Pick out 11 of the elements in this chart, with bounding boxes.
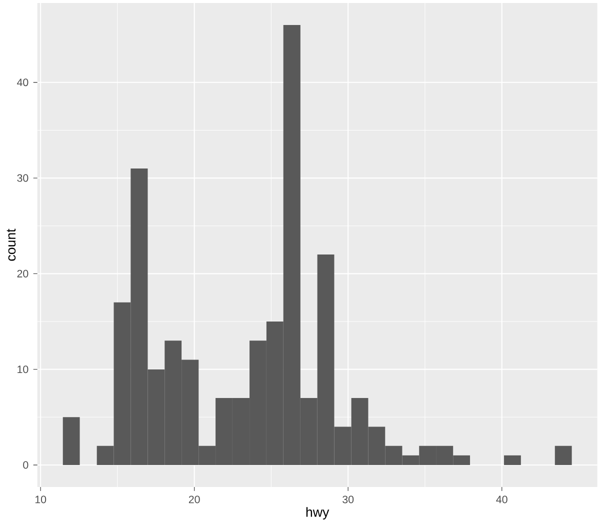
y-tick-label: 20 (17, 270, 28, 278)
y-tick-label: 0 (23, 461, 28, 469)
x-axis-title: hwy (306, 507, 330, 520)
y-tick-label: 10 (18, 366, 28, 374)
y-tick-label: 40 (17, 78, 28, 86)
x-tick-label: 10 (35, 496, 46, 504)
x-tick-label: 30 (342, 496, 354, 504)
x-tick-label: 40 (496, 496, 508, 504)
y-axis-title: count (6, 228, 16, 261)
y-tick-label: 30 (17, 174, 28, 182)
x-tick-label: 20 (188, 496, 200, 504)
